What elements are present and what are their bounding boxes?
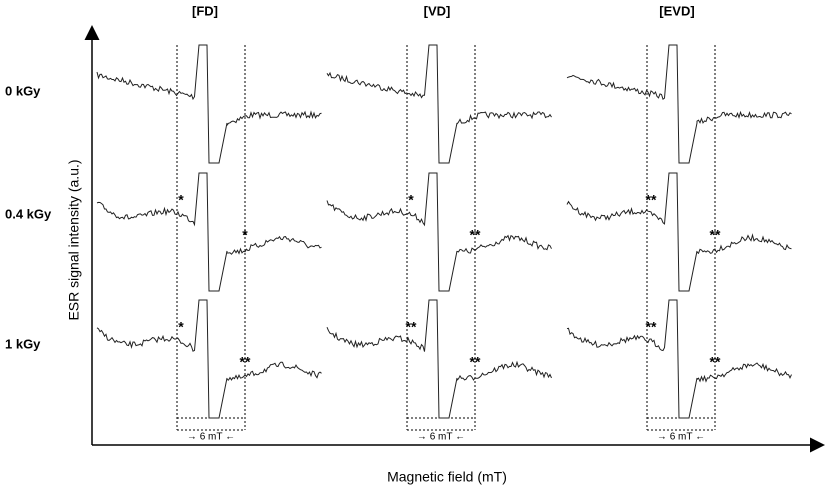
- x-axis-label: Magnetic field (mT): [387, 469, 507, 485]
- spectrum: [96, 172, 322, 292]
- spectrum: [326, 299, 552, 419]
- width-label: → 6 mT ←: [657, 432, 705, 443]
- row-label: 0 kGy: [5, 83, 41, 98]
- marker-right: **: [710, 354, 721, 370]
- marker-right: **: [470, 227, 481, 243]
- marker-left: *: [408, 192, 414, 208]
- marker-right: **: [710, 227, 721, 243]
- row-label: 1 kGy: [5, 336, 41, 351]
- width-label: → 6 mT ←: [417, 432, 465, 443]
- marker-right: **: [470, 354, 481, 370]
- spectrum: [326, 172, 552, 292]
- marker-right: **: [240, 354, 251, 370]
- spectrum: [566, 172, 792, 292]
- column-label: [EVD]: [659, 3, 694, 18]
- marker-left: *: [178, 192, 184, 208]
- row-label: 0.4 kGy: [5, 206, 52, 221]
- width-label: → 6 mT ←: [187, 432, 235, 443]
- spectrum: [566, 299, 792, 419]
- marker-left: *: [178, 319, 184, 335]
- y-axis-label: ESR signal intensity (a.u.): [66, 159, 82, 320]
- spectrum: [96, 44, 322, 164]
- marker-left: **: [646, 192, 657, 208]
- spectrum: [96, 299, 322, 419]
- marker-left: **: [406, 319, 417, 335]
- column-label: [FD]: [192, 3, 218, 18]
- marker-left: **: [646, 319, 657, 335]
- column-label: [VD]: [424, 3, 451, 18]
- spectrum: [326, 44, 552, 164]
- spectrum: [566, 44, 792, 164]
- marker-right: *: [242, 227, 248, 243]
